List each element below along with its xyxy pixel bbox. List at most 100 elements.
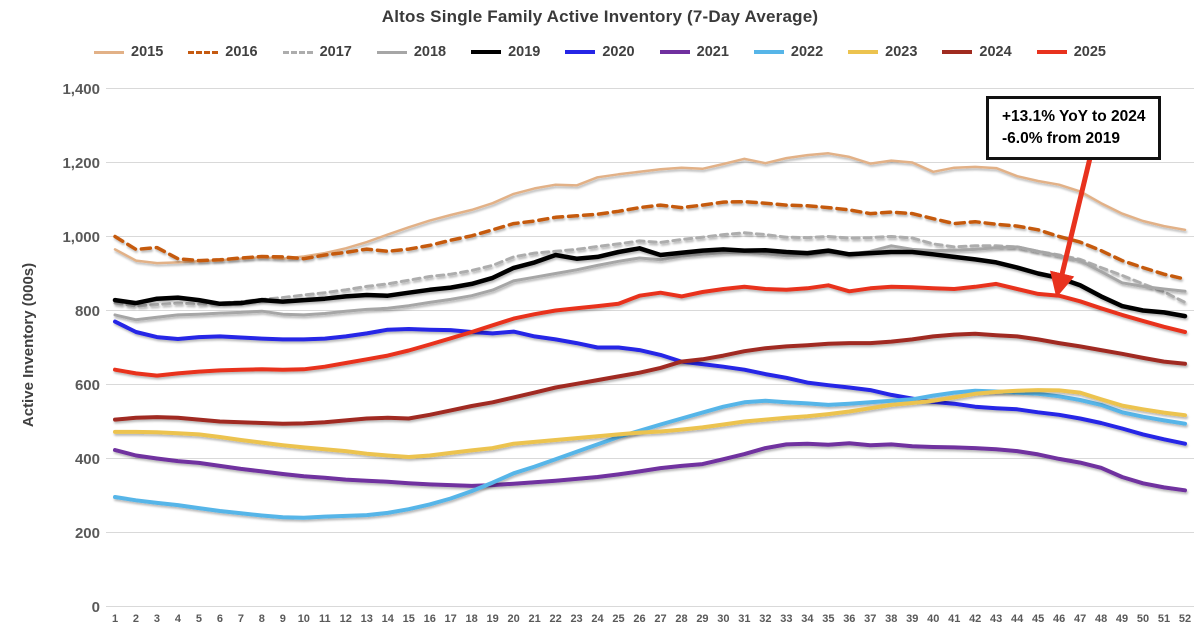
legend-item-2016: 2016: [188, 44, 258, 60]
legend-label: 2017: [319, 44, 352, 60]
series-line-2020: [113, 319, 1187, 446]
x-tick-label: 30: [717, 613, 729, 625]
x-tick-label: 11: [319, 613, 331, 625]
x-tick-label: 16: [424, 613, 436, 625]
x-tick-label: 8: [259, 613, 265, 625]
x-tick-label: 12: [340, 613, 352, 625]
legend-item-2024: 2024: [942, 44, 1012, 60]
legend-swatch-2018: [376, 50, 407, 54]
x-tick-label: 10: [298, 613, 310, 625]
series-line-2015: [113, 152, 1187, 265]
legend-swatch-2015: [94, 50, 125, 54]
legend-swatch-2017: [282, 50, 313, 54]
x-tick-label: 35: [822, 613, 834, 625]
series-line-2016: [113, 199, 1187, 281]
x-tick-label: 36: [843, 613, 855, 625]
x-tick-label: 13: [361, 613, 373, 625]
legend-label: 2018: [413, 44, 447, 60]
y-tick-label: 1,000: [62, 229, 100, 246]
legend-label: 2021: [696, 44, 729, 60]
legend-swatch-2023: [848, 50, 879, 54]
legend-item-2018: 2018: [376, 44, 447, 60]
x-tick-label: 2: [133, 613, 139, 625]
y-tick-label: 600: [75, 377, 100, 394]
x-tick-label: 31: [738, 613, 750, 625]
x-tick-label: 43: [990, 613, 1002, 625]
legend-swatch-2022: [753, 50, 784, 54]
x-tick-label: 40: [927, 613, 939, 625]
series-line-2025: [113, 281, 1187, 378]
chart-legend: 2015 2016 2017 2018 2019 2020 2021 2022 2023 2024…: [0, 44, 1200, 60]
x-tick-label: 25: [612, 613, 624, 625]
x-tick-label: 48: [1095, 613, 1107, 625]
x-tick-label: 28: [675, 613, 687, 625]
x-tick-label: 45: [1032, 613, 1044, 625]
legend-label: 2025: [1073, 44, 1106, 60]
x-tick-label: 21: [528, 613, 540, 625]
x-tick-label: 47: [1074, 613, 1086, 625]
x-tick-label: 3: [154, 613, 160, 625]
legend-swatch-2021: [659, 50, 690, 54]
legend-swatch-2025: [1036, 50, 1067, 54]
chart-title: Altos Single Family Active Inventory (7-…: [381, 7, 819, 26]
legend-label: 2015: [131, 44, 164, 60]
y-tick-label: 1,200: [62, 155, 100, 172]
annotation-line-1: +13.1% YoY to 2024: [1002, 108, 1146, 125]
x-tick-label: 4: [175, 613, 182, 625]
legend-item-2025: 2025: [1036, 44, 1106, 60]
x-tick-label: 42: [969, 613, 981, 625]
series-line-2019: [112, 246, 1188, 319]
legend-item-2023: 2023: [848, 44, 917, 60]
legend-item-2017: 2017: [282, 44, 352, 60]
x-tick-label: 15: [403, 613, 415, 625]
x-tick-label: 17: [445, 613, 457, 625]
x-tick-label: 39: [906, 613, 918, 625]
x-tick-label: 23: [570, 613, 582, 625]
annotation-arrow: [1050, 157, 1093, 298]
series-line-2023: [113, 388, 1187, 459]
x-tick-label: 52: [1179, 613, 1191, 625]
x-tick-label: 32: [759, 613, 771, 625]
series-line-2018: [113, 244, 1187, 322]
x-tick-label: 9: [280, 613, 286, 625]
legend-swatch-2020: [565, 50, 596, 54]
x-tick-label: 18: [466, 613, 478, 625]
x-tick-label: 33: [780, 613, 792, 625]
legend-label: 2020: [602, 44, 635, 60]
y-tick-label: 800: [75, 303, 100, 320]
y-tick-label: 400: [75, 451, 100, 468]
legend-label: 2019: [508, 44, 541, 60]
annotation-callout: +13.1% YoY to 2024 -6.0% from 2019: [986, 96, 1162, 161]
legend-item-2019: 2019: [471, 44, 540, 60]
legend-label: 2024: [979, 44, 1012, 60]
y-tick-label: 200: [75, 525, 100, 542]
x-tick-label: 24: [591, 613, 604, 625]
y-tick-label: 0: [92, 599, 100, 616]
y-axis-title: Active Inventory (000s): [20, 263, 37, 427]
legend-item-2015: 2015: [94, 44, 163, 60]
x-tick-label: 38: [885, 613, 897, 625]
x-tick-label: 22: [549, 613, 561, 625]
x-tick-label: 6: [217, 613, 223, 625]
legend-item-2022: 2022: [753, 44, 824, 60]
series-line-2024: [113, 331, 1187, 426]
x-tick-label: 26: [633, 613, 645, 625]
x-tick-label: 51: [1158, 613, 1170, 625]
legend-swatch-2016: [188, 50, 219, 54]
x-tick-label: 44: [1011, 613, 1024, 625]
annotation-line-2: -6.0% from 2019: [1002, 129, 1121, 147]
x-tick-label: 41: [948, 613, 960, 625]
y-tick-label: 1,400: [62, 81, 100, 98]
x-tick-label: 34: [801, 613, 814, 625]
x-tick-label: 1: [112, 613, 118, 625]
x-tick-label: 29: [696, 613, 708, 625]
legend-label: 2022: [790, 44, 824, 60]
legend-swatch-2019: [471, 50, 502, 54]
series-line-2021: [113, 441, 1187, 493]
legend-label: 2016: [225, 44, 258, 60]
legend-item-2021: 2021: [659, 44, 729, 60]
legend-label: 2023: [885, 44, 918, 60]
x-tick-label: 27: [654, 613, 666, 625]
x-tick-label: 46: [1053, 613, 1065, 625]
